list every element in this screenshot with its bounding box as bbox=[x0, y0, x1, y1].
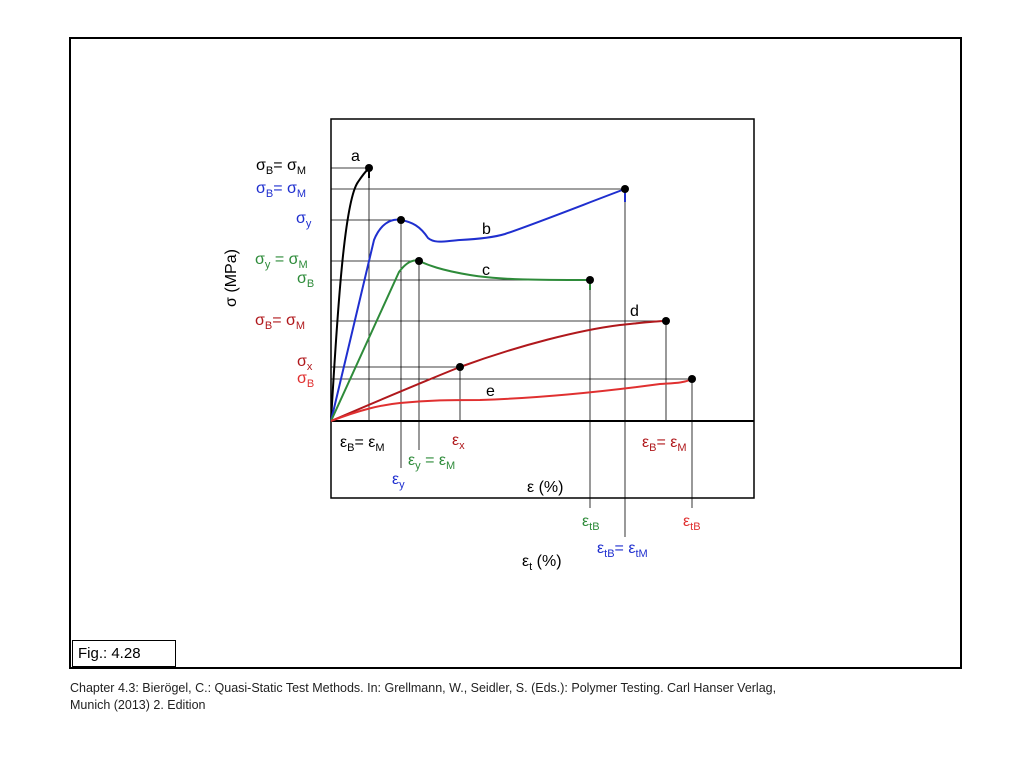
curve-label-b: b bbox=[482, 221, 491, 238]
point-e-break bbox=[688, 375, 696, 383]
curve-b bbox=[330, 187, 626, 422]
curve-a bbox=[330, 165, 370, 422]
figure-frame bbox=[69, 37, 962, 669]
caption-line-1: Chapter 4.3: Bierögel, C.: Quasi-Static … bbox=[70, 681, 777, 695]
figure-caption: Chapter 4.3: Bierögel, C.: Quasi-Static … bbox=[70, 680, 970, 714]
curve-label-e: e bbox=[486, 383, 495, 400]
x-axis-label-inner: ε (%) bbox=[527, 479, 563, 496]
point-x bbox=[456, 363, 464, 371]
strain-reference-lines bbox=[368, 168, 693, 537]
label-c-eps-tB: εtB bbox=[582, 513, 600, 533]
stress-reference-lines bbox=[331, 167, 692, 380]
label-sigmax: σx bbox=[297, 353, 313, 373]
caption-line-2: Munich (2013) 2. Edition bbox=[70, 698, 206, 712]
label-epsx: εx bbox=[452, 432, 465, 452]
curve-label-a: a bbox=[351, 148, 360, 165]
label-d-epsB-eq-epsM: εB= εM bbox=[642, 434, 687, 454]
label-a-epsB-eq-epsM: εB= εM bbox=[340, 434, 385, 454]
label-c-sigmay-eq-sigmaM: σy = σM bbox=[255, 251, 308, 271]
curve-c bbox=[330, 259, 591, 422]
point-b-yield bbox=[397, 216, 405, 224]
point-a-break bbox=[365, 164, 373, 172]
label-d-sigmaB-eq-sigmaM: σB= σM bbox=[255, 312, 305, 332]
point-c-break bbox=[586, 276, 594, 284]
label-a-sigmaB-eq-sigmaM: σB= σM bbox=[256, 157, 306, 177]
label-e-eps-tB: εtB bbox=[683, 513, 701, 533]
curve-label-d: d bbox=[630, 303, 639, 320]
label-b-sigmaB-eq-sigmaM: σB= σM bbox=[256, 180, 306, 200]
point-d-break bbox=[662, 317, 670, 325]
y-axis-label: σ (MPa) bbox=[223, 249, 240, 307]
label-b-epsy: εy bbox=[392, 471, 405, 491]
curve-points bbox=[365, 164, 696, 383]
label-e-sigmaB: σB bbox=[297, 370, 314, 390]
label-b-sigmay: σy bbox=[296, 210, 312, 230]
curve-label-c: c bbox=[482, 262, 490, 279]
label-b-eps-tB-eq-tM: εtB= εtM bbox=[597, 540, 648, 560]
plot-box bbox=[330, 118, 755, 499]
curve-d bbox=[330, 320, 667, 422]
point-b-break bbox=[621, 185, 629, 193]
figure-number-label: Fig.: 4.28 bbox=[72, 640, 176, 667]
point-c-yield bbox=[415, 257, 423, 265]
curve-e bbox=[330, 378, 693, 422]
x-axis-label-outer: εt (%) bbox=[522, 553, 562, 573]
label-c-sigmaB: σB bbox=[297, 270, 314, 290]
label-c-epsy-eq-epsM: εy = εM bbox=[408, 452, 455, 472]
